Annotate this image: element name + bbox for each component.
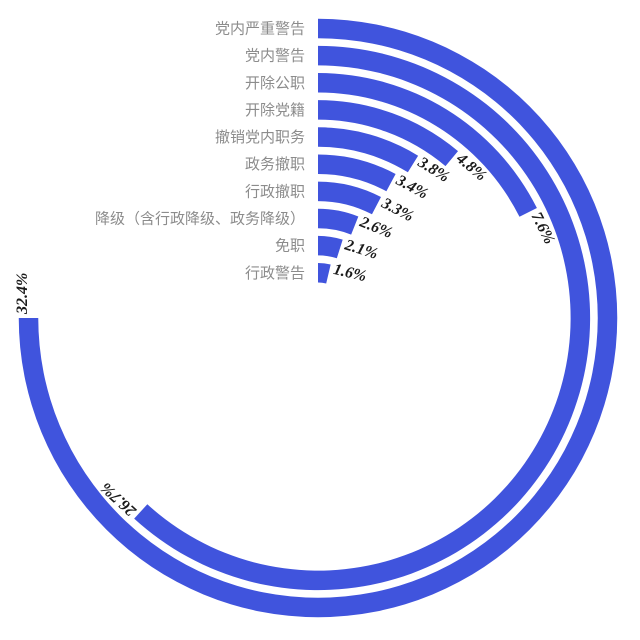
svg-text:政务撤职: 政务撤职 [245,156,305,173]
svg-text:党内警告: 党内警告 [245,48,305,65]
svg-text:降级（含行政降级、政务降级）: 降级（含行政降级、政务降级） [95,211,305,228]
svg-text:32.4%: 32.4% [14,273,31,315]
svg-text:行政警告: 行政警告 [245,265,305,282]
svg-text:开除公职: 开除公职 [245,75,305,92]
svg-text:开除党籍: 开除党籍 [245,102,305,119]
svg-text:行政撤职: 行政撤职 [245,183,305,200]
svg-text:党内严重警告: 党内严重警告 [215,21,305,38]
svg-text:免职: 免职 [275,238,305,255]
svg-text:撤销党内职务: 撤销党内职务 [215,129,305,146]
